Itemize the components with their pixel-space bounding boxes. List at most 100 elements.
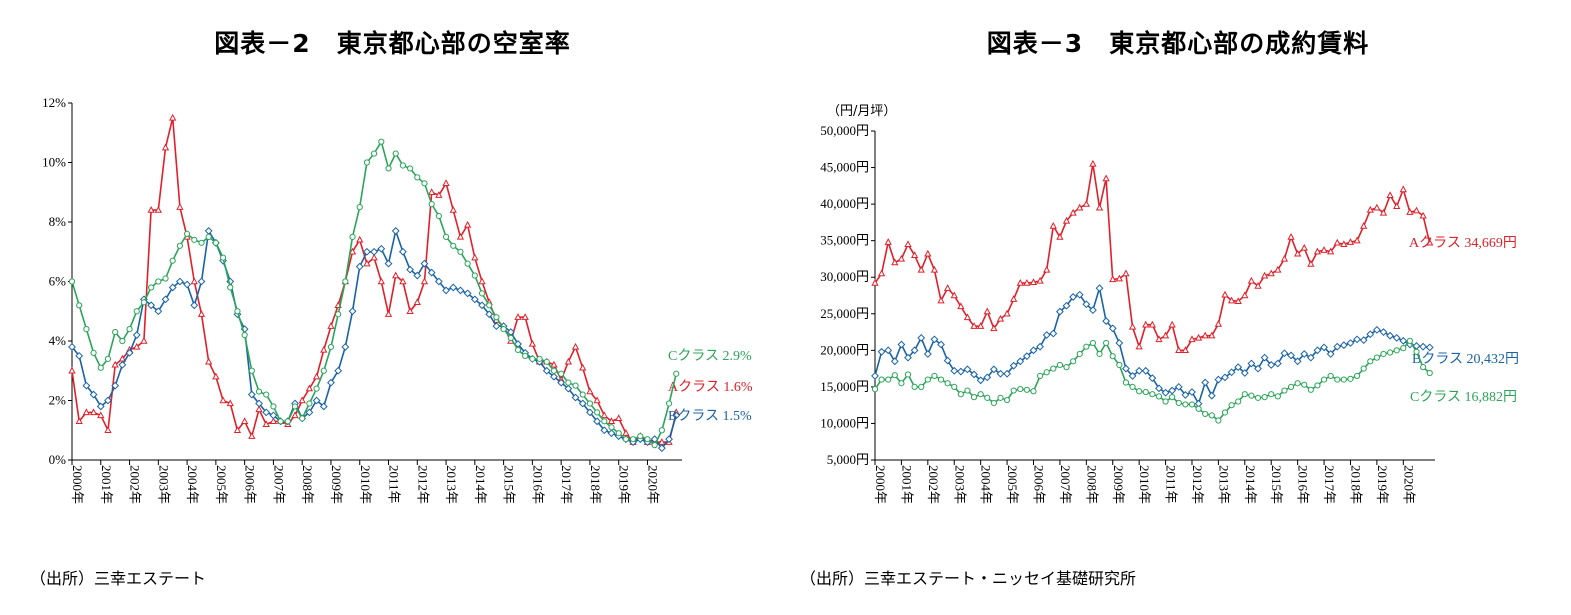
data-point xyxy=(284,418,291,425)
data-point xyxy=(1103,339,1110,347)
data-point xyxy=(263,391,270,398)
data-point xyxy=(1128,372,1137,380)
series-line xyxy=(71,139,677,447)
data-point xyxy=(1175,346,1183,354)
data-point xyxy=(89,408,98,416)
data-point xyxy=(1426,238,1434,246)
x-tick-label: 2001年 xyxy=(899,465,914,504)
data-point xyxy=(1294,380,1301,387)
data-point xyxy=(291,403,299,410)
data-point xyxy=(356,204,363,211)
data-point xyxy=(1036,372,1044,380)
x-tick-label: 2011年 xyxy=(1164,465,1179,504)
y-tick-label: 40,000円 xyxy=(820,196,869,211)
series-line xyxy=(71,227,677,450)
series-end-label: Bクラス 20,432円 xyxy=(1412,351,1519,367)
data-point xyxy=(1207,391,1216,400)
data-point xyxy=(951,383,958,390)
data-point xyxy=(1221,290,1229,298)
data-point xyxy=(413,271,422,280)
data-point xyxy=(950,366,959,375)
y-tick-label: 20,000円 xyxy=(820,342,869,357)
data-point xyxy=(384,310,393,317)
data-point xyxy=(377,277,385,285)
data-point xyxy=(363,247,371,256)
data-point xyxy=(104,355,112,362)
data-point xyxy=(1003,309,1011,317)
data-point xyxy=(450,242,457,249)
data-point xyxy=(1003,369,1011,378)
data-point xyxy=(371,150,378,157)
data-point xyxy=(1320,246,1328,253)
data-point xyxy=(1096,350,1103,358)
data-point xyxy=(586,400,594,407)
data-point xyxy=(1155,393,1163,400)
data-point xyxy=(255,405,263,413)
data-point xyxy=(1307,386,1314,393)
data-point xyxy=(1313,346,1322,355)
data-point xyxy=(1340,376,1347,383)
x-tick-label: 2017年 xyxy=(1322,465,1337,504)
chart-title-vacancy: 図表－2 東京都心部の空室率 xyxy=(214,29,571,58)
data-point xyxy=(1353,236,1361,244)
data-point xyxy=(449,283,458,292)
data-point xyxy=(1182,401,1189,408)
data-point xyxy=(175,277,184,286)
data-point xyxy=(1049,221,1057,229)
data-point xyxy=(673,370,680,377)
data-point xyxy=(550,367,558,374)
data-point xyxy=(1221,409,1229,416)
data-point xyxy=(1399,336,1408,345)
data-point xyxy=(75,417,83,425)
data-point xyxy=(500,326,507,333)
data-point xyxy=(1240,369,1249,377)
data-point xyxy=(1148,320,1156,328)
data-point xyxy=(672,411,681,420)
data-point xyxy=(1413,348,1420,355)
data-point xyxy=(457,248,464,255)
data-point xyxy=(1373,354,1380,361)
x-tick-label: 2020年 xyxy=(645,465,660,504)
data-point xyxy=(521,313,529,320)
data-point xyxy=(234,308,241,315)
data-point xyxy=(622,429,630,436)
data-point xyxy=(349,233,356,240)
data-point xyxy=(421,180,428,187)
data-point xyxy=(320,345,328,353)
data-point xyxy=(871,385,879,393)
data-point xyxy=(406,307,414,314)
data-point xyxy=(977,391,984,398)
series-Cクラス: Cクラス 16,882円 xyxy=(871,337,1517,424)
data-point xyxy=(270,403,277,410)
data-point xyxy=(1306,353,1315,362)
x-tick-label: 2015年 xyxy=(502,465,517,504)
data-point xyxy=(1042,331,1051,339)
x-tick-label: 2018年 xyxy=(1348,465,1363,504)
data-point xyxy=(1029,346,1038,355)
y-tick-label: 0% xyxy=(49,452,67,467)
data-point xyxy=(542,366,551,375)
data-point xyxy=(1406,337,1414,344)
data-point xyxy=(190,301,199,310)
x-tick-label: 2000年 xyxy=(70,465,85,504)
series-end-label: Cクラス 2.9% xyxy=(668,348,752,364)
x-tick-label: 2008年 xyxy=(1084,465,1099,504)
data-point xyxy=(579,391,586,398)
data-point xyxy=(76,302,83,309)
data-point xyxy=(269,417,278,425)
x-tick-label: 2003年 xyxy=(952,465,967,504)
data-point xyxy=(269,411,278,420)
x-tick-label: 2004年 xyxy=(979,465,994,504)
data-point xyxy=(97,364,104,371)
data-point xyxy=(1036,276,1044,284)
data-point xyxy=(622,436,629,443)
data-point xyxy=(449,206,457,213)
data-point xyxy=(154,307,163,316)
y-tick-label: 30,000円 xyxy=(820,269,869,284)
data-point xyxy=(319,402,328,411)
data-point xyxy=(984,394,991,401)
data-point xyxy=(262,420,270,427)
series-end-label: Aクラス 34,669円 xyxy=(1409,235,1517,251)
y-tick-label: 45,000円 xyxy=(820,160,869,175)
data-point xyxy=(363,159,371,166)
